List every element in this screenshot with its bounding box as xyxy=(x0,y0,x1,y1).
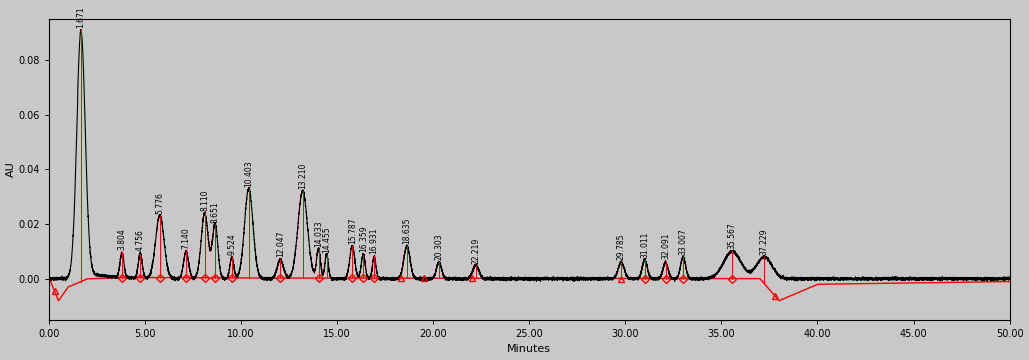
Text: 16.359: 16.359 xyxy=(359,226,367,252)
Text: 8.110: 8.110 xyxy=(201,189,209,211)
Text: 37.229: 37.229 xyxy=(759,228,769,255)
Text: 29.785: 29.785 xyxy=(616,234,626,260)
Text: 20.303: 20.303 xyxy=(434,233,443,260)
Text: 13.210: 13.210 xyxy=(298,162,308,189)
Text: 15.787: 15.787 xyxy=(348,217,357,244)
Text: 33.007: 33.007 xyxy=(678,228,687,255)
Text: 4.756: 4.756 xyxy=(136,230,145,252)
Text: 32.091: 32.091 xyxy=(661,233,670,259)
Text: 1.671: 1.671 xyxy=(76,6,85,28)
Text: 8.651: 8.651 xyxy=(211,201,219,222)
Y-axis label: AU: AU xyxy=(5,161,15,177)
Text: 7.140: 7.140 xyxy=(181,228,190,249)
Text: 16.931: 16.931 xyxy=(369,227,379,254)
Text: 12.047: 12.047 xyxy=(276,230,285,257)
Text: 31.011: 31.011 xyxy=(640,232,649,258)
Text: 3.804: 3.804 xyxy=(117,228,127,250)
Text: 14.455: 14.455 xyxy=(322,226,331,253)
Text: 18.635: 18.635 xyxy=(402,218,412,244)
X-axis label: Minutes: Minutes xyxy=(507,345,552,355)
Text: 10.403: 10.403 xyxy=(244,160,253,187)
Text: 22.219: 22.219 xyxy=(471,237,481,264)
Text: 14.033: 14.033 xyxy=(314,220,323,247)
Text: 9.524: 9.524 xyxy=(227,233,237,255)
Text: 35.567: 35.567 xyxy=(728,222,737,249)
Text: 5.776: 5.776 xyxy=(155,192,165,213)
